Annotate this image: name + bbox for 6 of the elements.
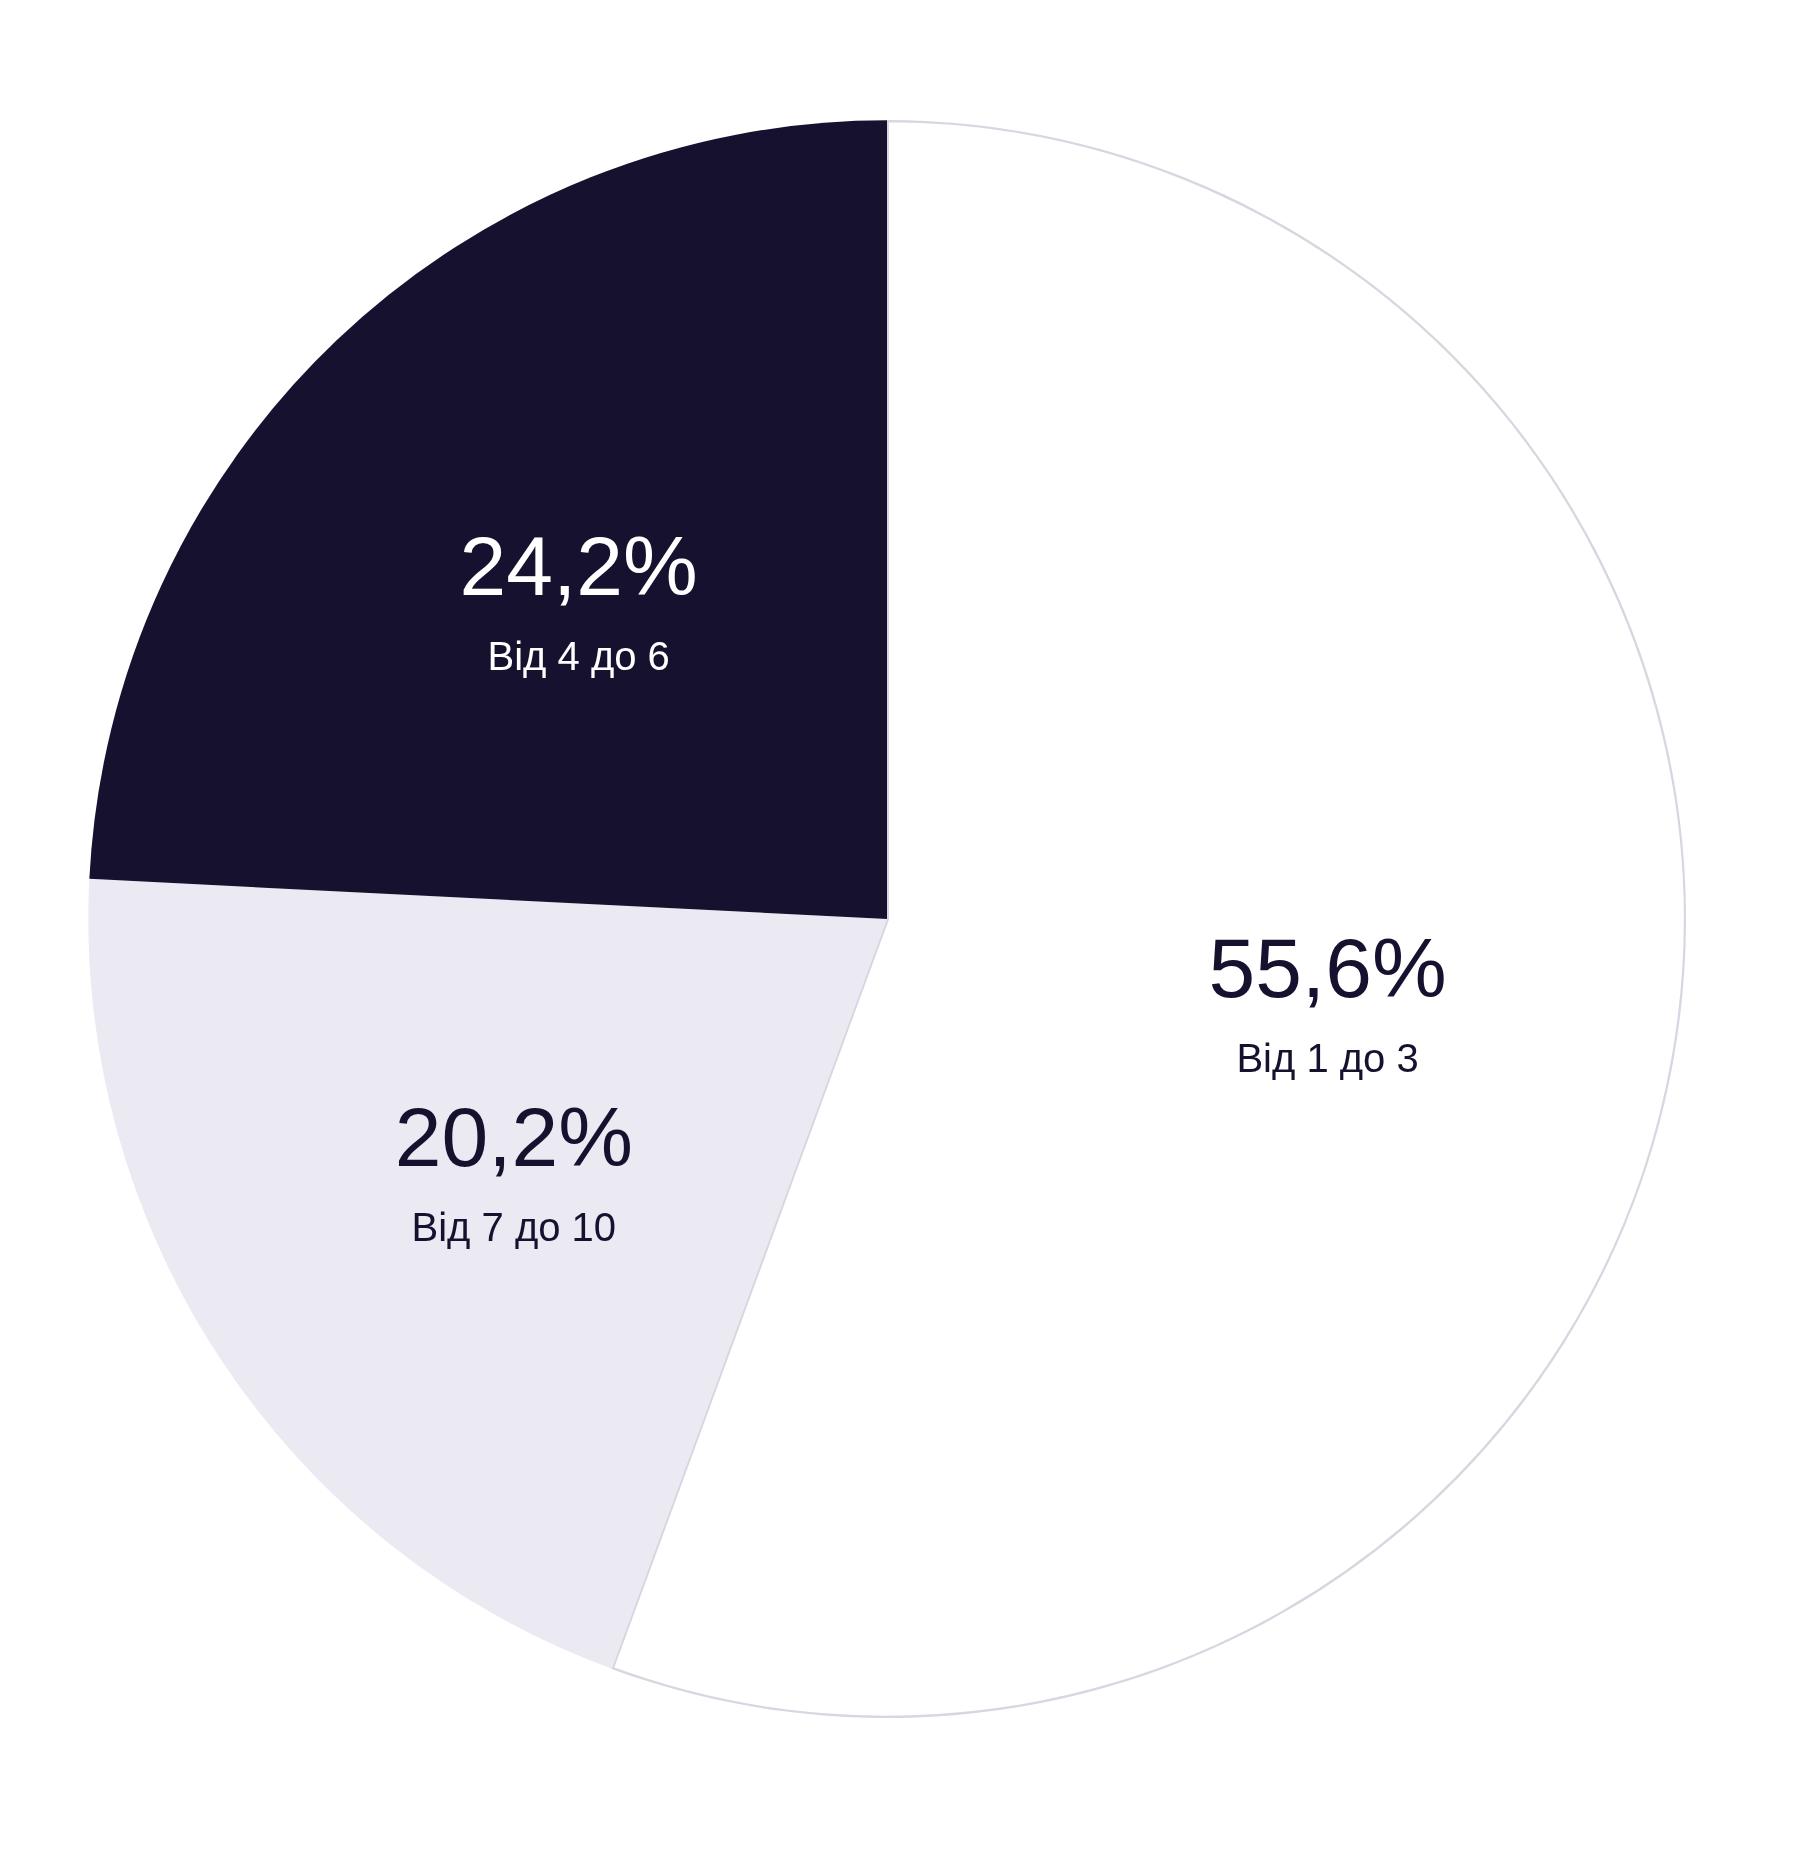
data-label: 55,6% — [1208, 921, 1447, 1016]
data-label: 20,2% — [394, 1089, 633, 1184]
slice-label: Від 4 до 6 — [487, 633, 670, 678]
data-label: 24,2% — [459, 518, 698, 613]
slice-label: Від 1 до 3 — [1236, 1036, 1419, 1081]
slice-label: Від 7 до 10 — [411, 1204, 617, 1249]
